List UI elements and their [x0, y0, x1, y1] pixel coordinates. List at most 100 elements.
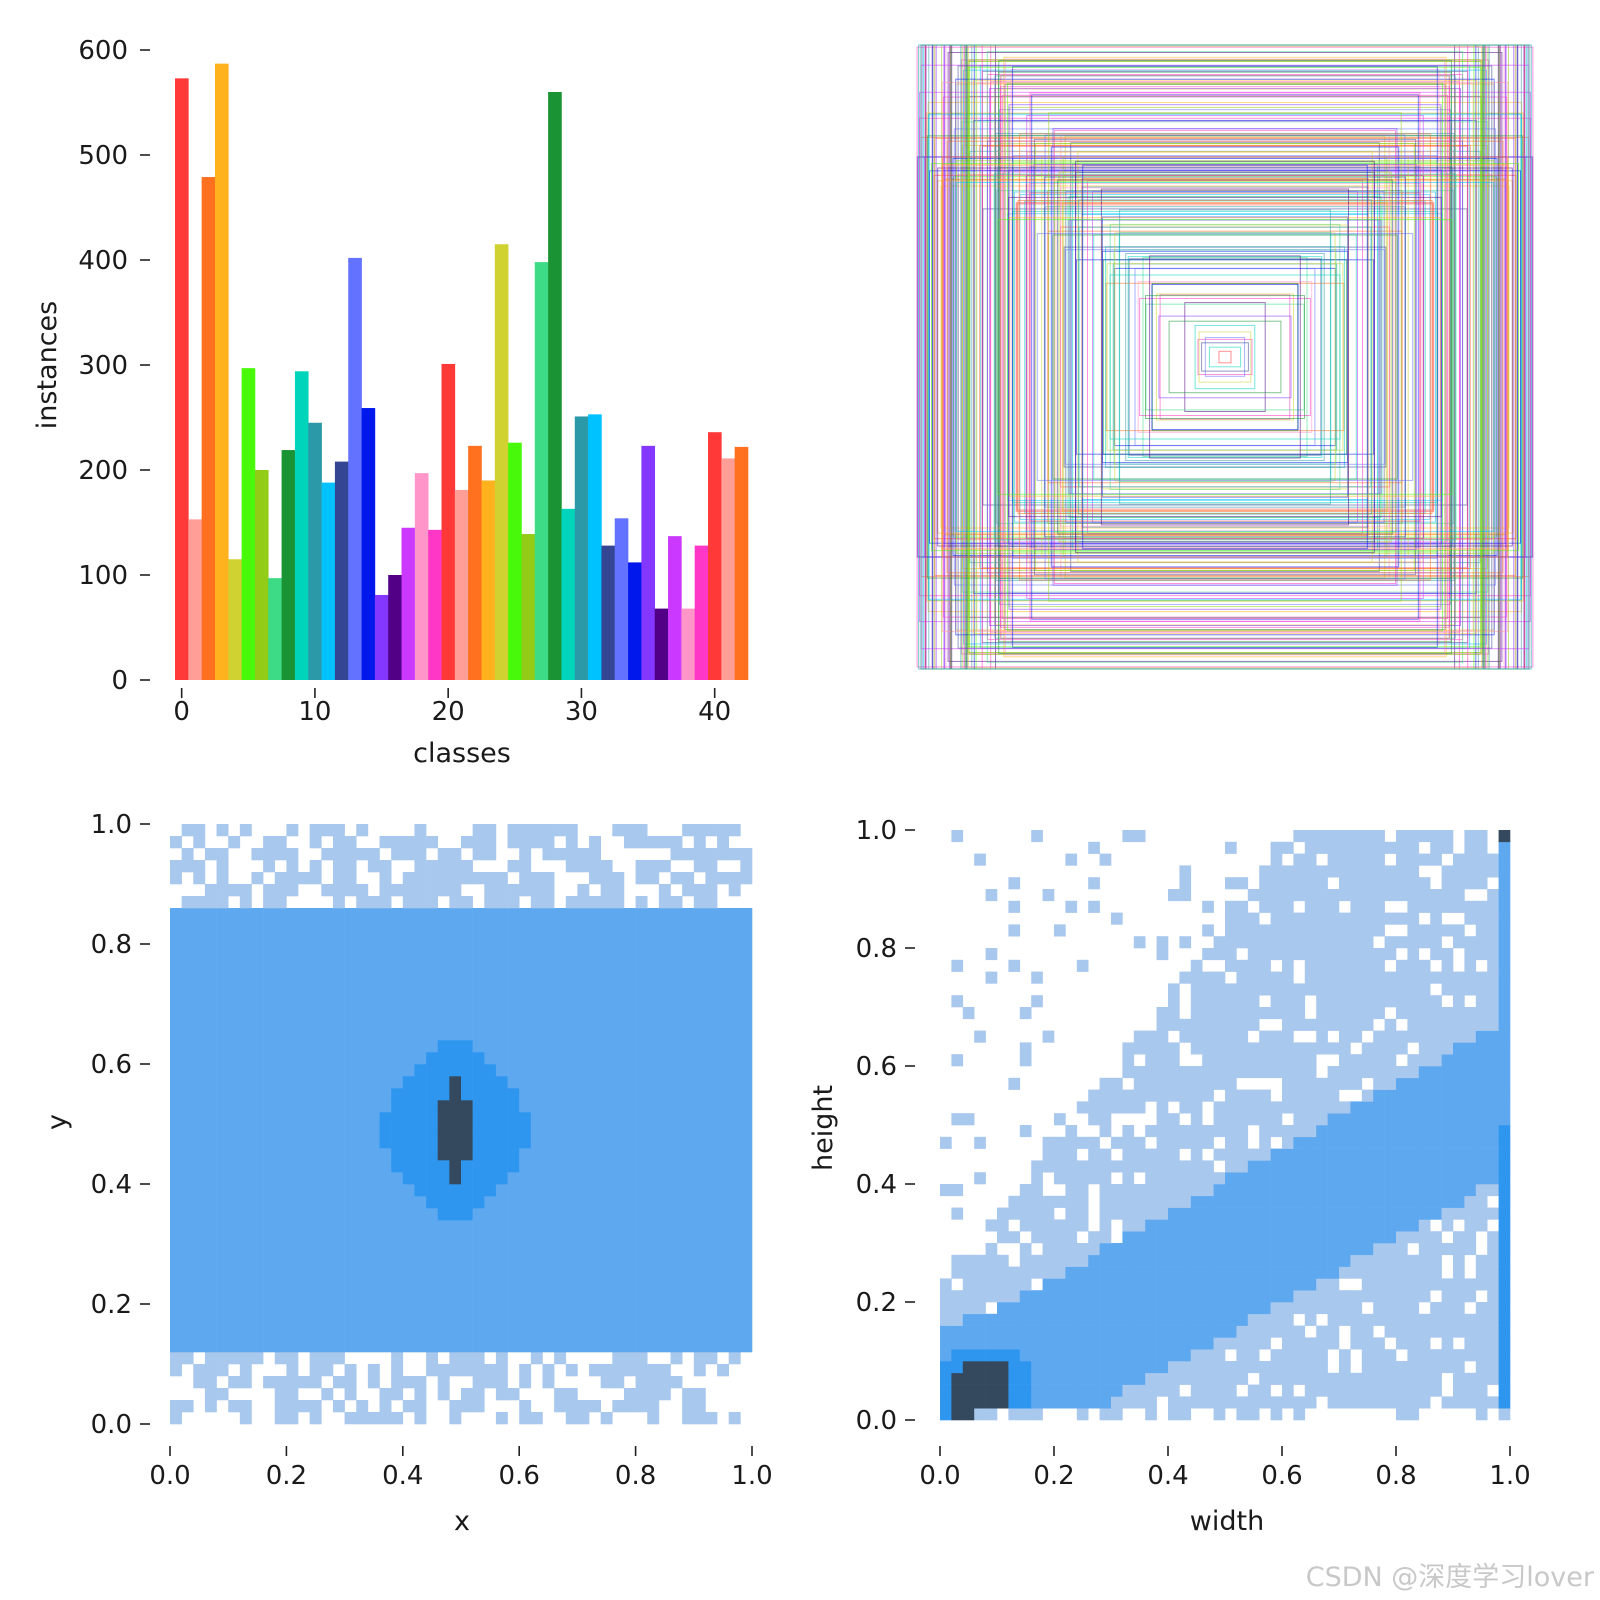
heatmap-cell: [1339, 983, 1351, 996]
heatmap-cell: [321, 1160, 334, 1173]
heatmap-cell: [623, 824, 636, 837]
heatmap-cell: [1498, 1160, 1511, 1173]
bounding-box: [1077, 151, 1373, 563]
heatmap-cell: [530, 884, 543, 897]
heatmap-cell: [484, 1052, 497, 1065]
heatmap-cell: [414, 1100, 427, 1113]
heatmap-cell: [623, 1232, 636, 1245]
heatmap-cell: [530, 944, 543, 957]
heatmap-cell: [484, 848, 497, 861]
heatmap-cell: [1293, 1101, 1306, 1114]
heatmap-cell: [1293, 1207, 1306, 1220]
heatmap-cell: [1430, 1266, 1442, 1279]
heatmap-cell: [391, 1064, 404, 1077]
heatmap-cell: [1054, 1325, 1066, 1338]
heatmap-cell: [181, 1052, 194, 1065]
heatmap-cell: [577, 1412, 590, 1425]
heatmap-cell: [1054, 1231, 1066, 1244]
heatmap-cell: [1396, 1231, 1408, 1244]
heatmap-cell: [1407, 1136, 1420, 1149]
bar-class-22: [468, 445, 482, 680]
heatmap-cell: [367, 1364, 380, 1377]
heatmap-cell: [216, 1148, 229, 1161]
heatmap-cell: [1487, 912, 1499, 925]
heatmap-cell: [542, 1004, 555, 1017]
heatmap-cell: [1042, 1195, 1055, 1208]
heatmap-cell: [974, 1278, 986, 1291]
heatmap-cell: [286, 872, 299, 885]
heatmap-cell: [1202, 1254, 1214, 1267]
heatmap-cell: [1247, 1290, 1260, 1303]
heatmap-cell: [1327, 1172, 1340, 1185]
heatmap-cell: [1475, 1148, 1488, 1161]
heatmap-cell: [1236, 1195, 1249, 1208]
heatmap-cell: [1430, 1125, 1442, 1138]
heatmap-cell: [728, 1280, 741, 1293]
heatmap-cell: [1247, 1148, 1260, 1161]
heatmap-cell: [940, 1290, 952, 1303]
heatmap-cell: [332, 872, 345, 885]
heatmap-cell: [216, 980, 229, 993]
heatmap-cell: [1122, 1089, 1135, 1102]
heatmap-cell: [519, 836, 532, 849]
heatmap-cell: [1384, 1219, 1397, 1232]
heatmap-cell: [612, 1160, 625, 1173]
heatmap-cell: [1168, 1278, 1180, 1291]
heatmap-cell: [507, 1160, 520, 1173]
heatmap-cell: [974, 1313, 986, 1326]
heatmap-cell: [321, 1304, 334, 1317]
heatmap-cell: [170, 1232, 182, 1245]
heatmap-cell: [298, 1112, 310, 1125]
heatmap-cell: [1293, 995, 1306, 1008]
y-axis-label: y: [42, 1114, 73, 1130]
heatmap-cell: [1213, 1219, 1226, 1232]
heatmap-cell: [1327, 1396, 1340, 1409]
heatmap-cell: [1339, 1195, 1351, 1208]
heatmap-cell: [554, 1220, 567, 1233]
heatmap-cell: [449, 1004, 462, 1017]
heatmap-cell: [1327, 1042, 1340, 1055]
heatmap-cell: [356, 824, 369, 837]
heatmap-cell: [740, 872, 753, 885]
heatmap-cell: [951, 1372, 964, 1385]
heatmap-cell: [1213, 1290, 1226, 1303]
heatmap-cell: [461, 1148, 473, 1161]
heatmap-cell: [216, 1028, 229, 1041]
heatmap-cell: [670, 1220, 683, 1233]
heatmap-cell: [437, 1220, 450, 1233]
heatmap-cell: [170, 1340, 182, 1353]
heatmap-cell: [414, 944, 427, 957]
heatmap-cell: [495, 1124, 508, 1137]
heatmap-cell: [216, 1016, 229, 1029]
heatmap-cell: [1225, 1207, 1237, 1220]
heatmap-cell: [1019, 1325, 1032, 1338]
heatmap-cell: [495, 1136, 508, 1149]
heatmap-cell: [1076, 1361, 1089, 1374]
heatmap-cell: [612, 1124, 625, 1137]
bar-class-15: [374, 594, 389, 680]
heatmap-cell: [612, 1148, 625, 1161]
heatmap-cell: [1133, 1243, 1146, 1256]
heatmap-cell: [647, 1136, 660, 1149]
heatmap-cell: [367, 908, 380, 921]
heatmap-cell: [321, 1100, 334, 1113]
heatmap-cell: [1373, 1160, 1385, 1173]
heatmap-cell: [193, 1184, 206, 1197]
heatmap-cell: [356, 848, 369, 861]
heatmap-cell: [356, 932, 369, 945]
heatmap-cell: [274, 992, 287, 1005]
heatmap-cell: [1236, 1396, 1249, 1409]
heatmap-cell: [181, 1124, 194, 1137]
heatmap-cell: [1384, 936, 1397, 949]
heatmap-cell: [263, 1184, 276, 1197]
heatmap-cell: [228, 932, 241, 945]
heatmap-cell: [635, 1388, 648, 1401]
heatmap-cell: [565, 1340, 578, 1353]
heatmap-cell: [1168, 1077, 1180, 1090]
heatmap-cell: [1316, 1207, 1328, 1220]
heatmap-cell: [251, 1016, 264, 1029]
heatmap-cell: [1054, 1243, 1066, 1256]
heatmap-cell: [635, 1136, 648, 1149]
heatmap-cell: [426, 992, 439, 1005]
heatmap-cell: [1054, 1302, 1066, 1315]
